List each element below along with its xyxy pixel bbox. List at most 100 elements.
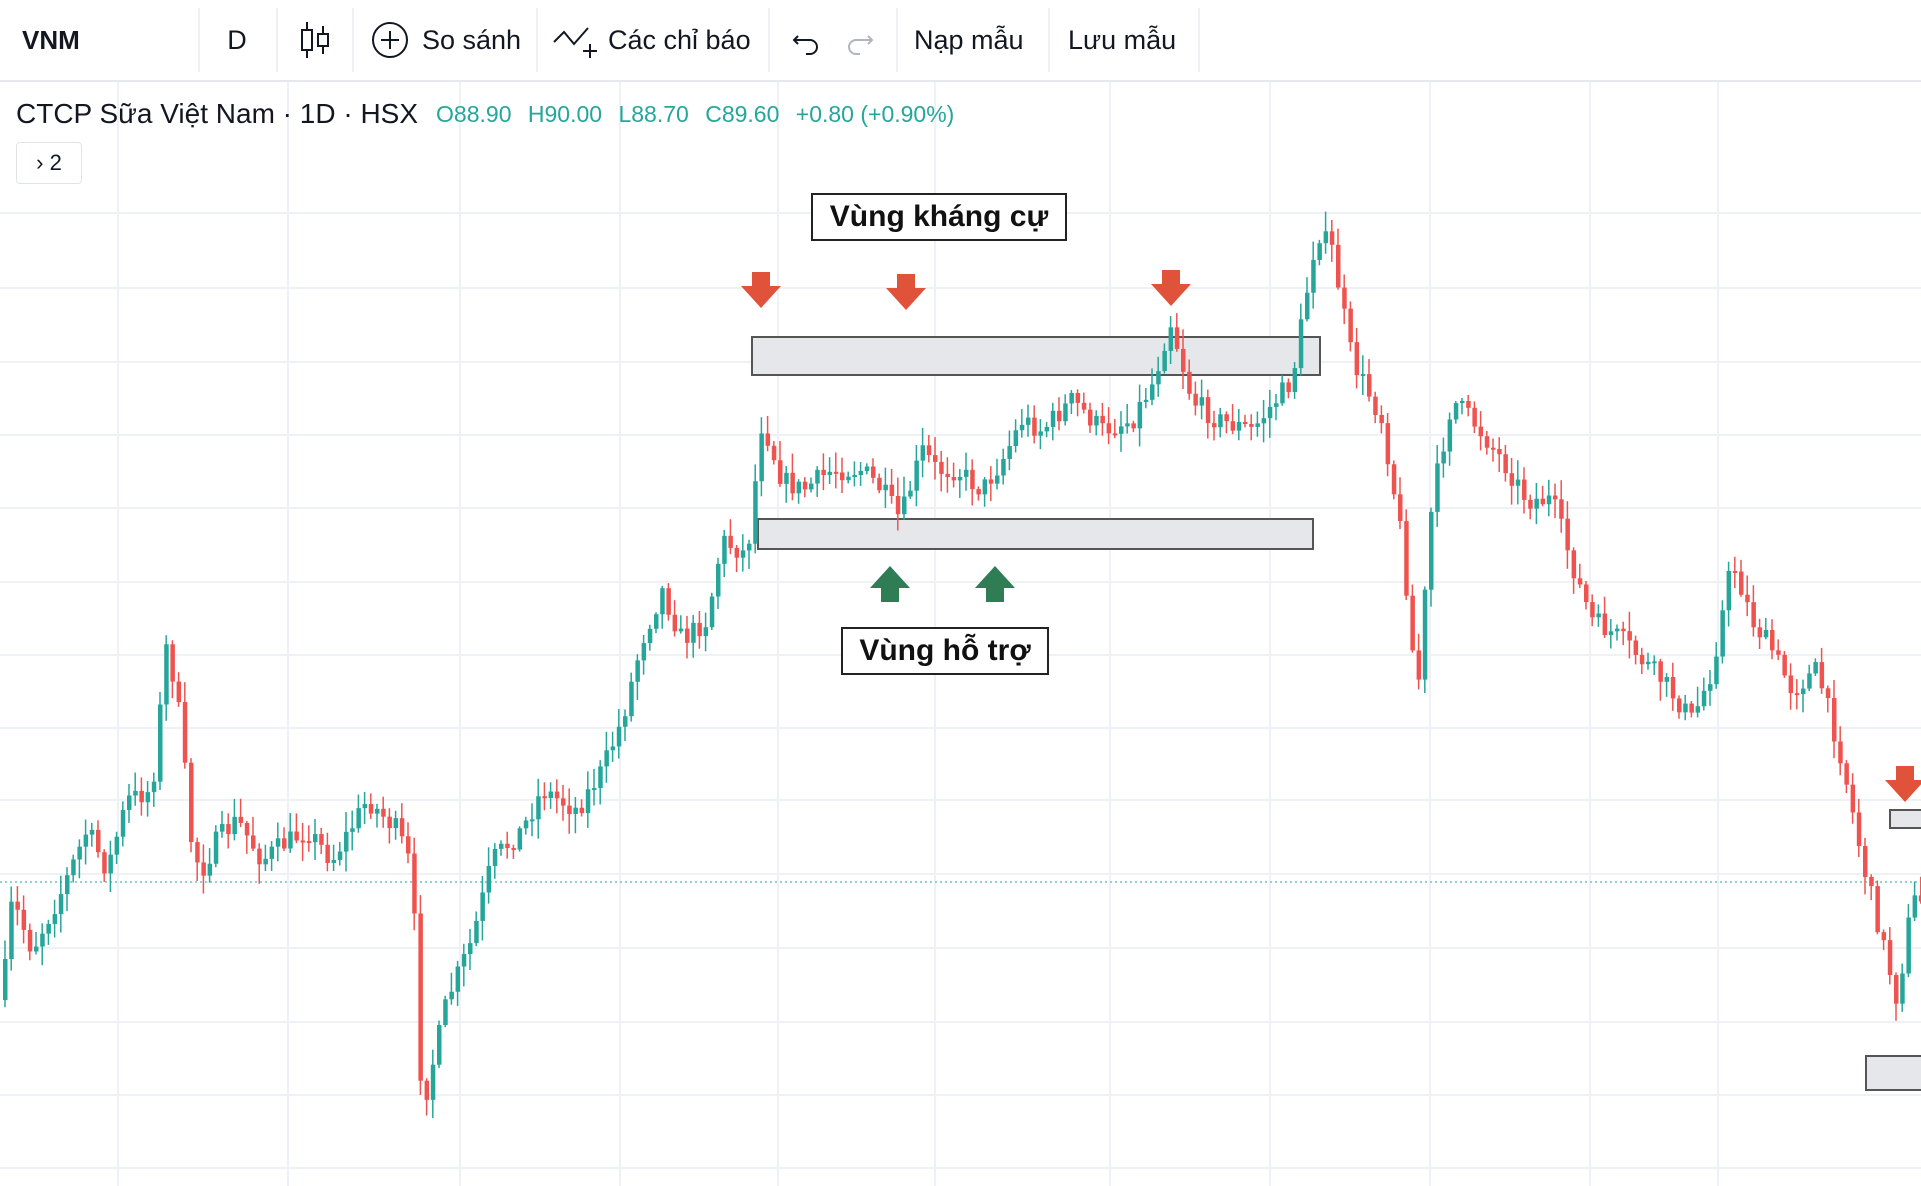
candle-body	[120, 809, 126, 837]
candle-body	[1410, 595, 1415, 651]
candle-body	[1869, 876, 1874, 887]
candle-body	[350, 828, 355, 832]
candle-body	[548, 791, 554, 798]
candle-body	[858, 470, 864, 475]
candle	[1484, 430, 1490, 455]
candle	[96, 820, 101, 858]
candle-body	[492, 848, 498, 866]
candle	[1193, 381, 1198, 416]
candle	[306, 825, 312, 852]
interval-button[interactable]: D	[200, 0, 274, 80]
candle	[1057, 397, 1062, 431]
candle	[1565, 501, 1570, 569]
load-template-button[interactable]: Nạp mẫu	[914, 0, 1044, 80]
candle	[1032, 405, 1037, 444]
candle-body	[145, 792, 151, 803]
divider	[536, 8, 538, 72]
candle-body	[1001, 458, 1006, 476]
candle-body	[46, 923, 51, 934]
candle-body	[158, 704, 163, 782]
candle-body	[871, 466, 876, 478]
candle	[759, 417, 764, 497]
candle-body	[945, 473, 950, 478]
support-label-box: Vùng hỗ trợ	[841, 627, 1049, 675]
save-template-button[interactable]: Lưu mẫu	[1068, 0, 1198, 80]
candle-body	[9, 901, 14, 960]
undo-button[interactable]	[786, 0, 826, 80]
candle-body	[1174, 327, 1180, 349]
candle-body	[567, 805, 572, 815]
top-toolbar: VNM D So sánh Các chỉ báo	[0, 0, 1921, 82]
candle-body	[337, 851, 343, 860]
candle-body	[1205, 397, 1211, 424]
candle-body	[982, 479, 988, 495]
candle	[418, 895, 423, 1095]
candle	[468, 928, 473, 970]
candle	[71, 854, 76, 883]
candle-body	[89, 829, 95, 835]
candle-body	[58, 894, 64, 915]
plus-circle-icon	[372, 22, 408, 58]
candle	[1497, 437, 1502, 473]
candle-body	[660, 588, 665, 615]
compare-button[interactable]: So sánh	[370, 0, 530, 80]
candle	[641, 635, 647, 675]
candle-body	[554, 791, 560, 799]
indicators-button[interactable]: Các chỉ báo	[552, 0, 762, 80]
candle-body	[499, 843, 504, 849]
candle-body	[1559, 499, 1564, 519]
candle	[1336, 228, 1341, 290]
candle	[1540, 485, 1546, 507]
candle-body	[1063, 403, 1068, 422]
candle	[83, 819, 89, 865]
candle-body	[65, 875, 70, 895]
candle	[486, 847, 492, 904]
candle	[1038, 419, 1043, 450]
candle-body	[139, 790, 144, 803]
symbol-search[interactable]: VNM	[22, 0, 192, 80]
indicators-collapse-button[interactable]: › 2	[16, 142, 82, 184]
chart-type-button[interactable]	[280, 0, 350, 80]
candle	[375, 803, 380, 828]
candle	[1143, 387, 1149, 409]
candle-body	[1534, 498, 1539, 509]
candle-body	[232, 816, 237, 835]
candle	[982, 476, 988, 507]
candle-body	[1565, 518, 1570, 551]
candle	[368, 793, 374, 819]
candle-body	[530, 819, 535, 822]
candle	[1416, 633, 1422, 690]
candle	[1119, 411, 1124, 452]
support-zone-right	[1865, 1055, 1921, 1091]
redo-button[interactable]	[840, 0, 880, 80]
candle	[728, 519, 733, 555]
candle-body	[1162, 350, 1167, 372]
divider	[352, 8, 354, 72]
candle	[573, 796, 578, 834]
candle	[604, 731, 609, 783]
candle-body	[1677, 698, 1682, 713]
candle	[517, 826, 523, 852]
candle	[1881, 929, 1887, 951]
candle-body	[1701, 690, 1707, 707]
candle-body	[189, 762, 194, 843]
candle-body	[1323, 231, 1329, 244]
candle	[740, 534, 746, 572]
candle	[635, 654, 640, 700]
candle	[1646, 652, 1651, 670]
candle	[1385, 413, 1391, 477]
candle-body	[815, 469, 820, 484]
candle-body	[1298, 319, 1304, 369]
candle-body	[957, 476, 963, 481]
candle	[561, 784, 566, 821]
candle-body	[561, 798, 566, 806]
candle	[629, 672, 634, 722]
candle	[1094, 410, 1099, 436]
candle	[809, 477, 814, 493]
candle	[505, 831, 510, 859]
candle-body	[437, 1025, 442, 1065]
candle-body	[691, 622, 696, 643]
candle-body	[1385, 423, 1391, 465]
candle	[654, 612, 659, 634]
